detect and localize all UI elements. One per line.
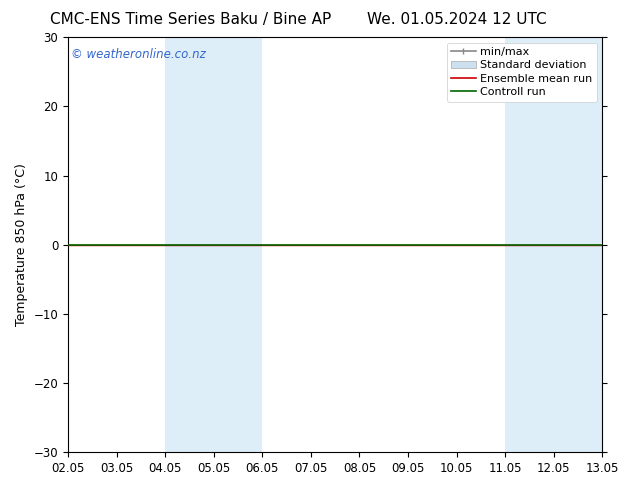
Bar [165, 37, 262, 452]
Bar [505, 37, 602, 452]
Y-axis label: Temperature 850 hPa (°C): Temperature 850 hPa (°C) [15, 163, 28, 326]
Text: © weatheronline.co.nz: © weatheronline.co.nz [71, 48, 205, 61]
Text: CMC-ENS Time Series Baku / Bine AP: CMC-ENS Time Series Baku / Bine AP [49, 12, 331, 27]
Text: We. 01.05.2024 12 UTC: We. 01.05.2024 12 UTC [366, 12, 547, 27]
Legend: min/max, Standard deviation, Ensemble mean run, Controll run: min/max, Standard deviation, Ensemble me… [447, 43, 597, 101]
